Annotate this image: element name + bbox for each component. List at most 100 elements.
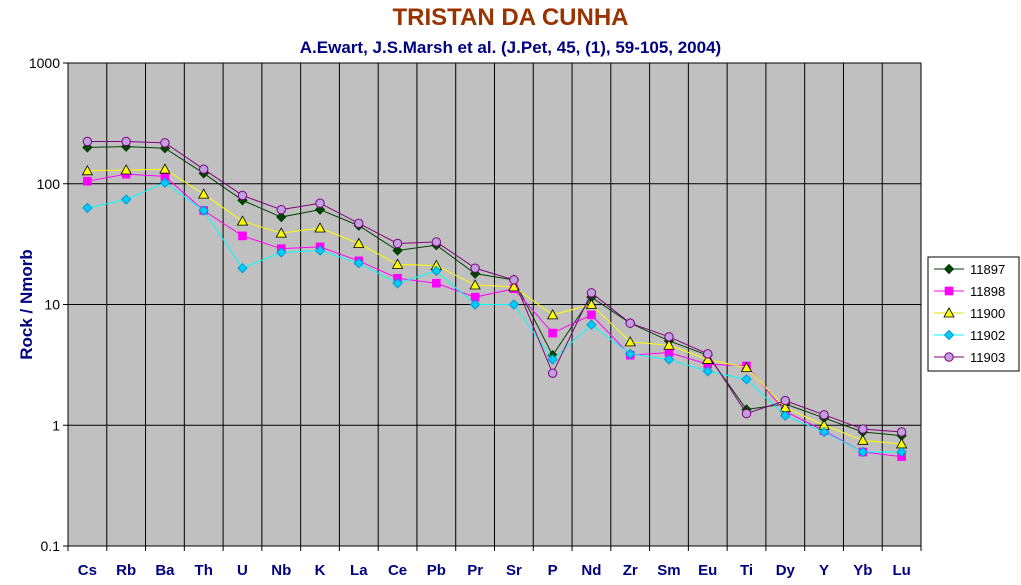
data-point	[896, 427, 907, 437]
data-point	[276, 247, 287, 258]
data-point	[703, 349, 713, 359]
data-point	[547, 368, 558, 378]
y-tick-label: 1	[52, 417, 60, 433]
data-point	[354, 218, 364, 229]
axis-layer: 0.1 1 10 100 1000 Cs Rb Ba Th U Nb K La Ce Pb Pr Sr P Nd Zr…	[29, 55, 922, 579]
chart-title: TRISTAN DA CUNHA	[392, 4, 629, 31]
x-tick-label: Ti	[740, 562, 753, 579]
x-tick-label: Lu	[892, 562, 910, 579]
data-point	[509, 275, 519, 285]
data-point	[82, 136, 93, 147]
data-point	[314, 204, 326, 215]
data-point	[159, 177, 171, 188]
chart-subtitle: A.Ewart, J.S.Marsh et al. (J.Pet, 45, (1…	[299, 38, 722, 57]
x-tick-label: Dy	[776, 562, 796, 579]
y-axis-label: Rock / Nmorb	[17, 249, 36, 360]
data-point	[199, 164, 209, 174]
x-tick-label: Pb	[427, 562, 446, 579]
data-point	[276, 204, 286, 215]
legend-item: 11897	[934, 262, 1005, 277]
data-point	[120, 194, 132, 205]
data-point	[819, 410, 829, 420]
data-point	[391, 258, 404, 269]
series-11900	[81, 163, 908, 449]
x-tick-label: P	[548, 562, 558, 579]
data-point	[198, 188, 210, 199]
legend-marker	[944, 286, 954, 296]
legend: 11897 11898 11900 11902 11903	[927, 256, 1020, 372]
data-point	[857, 434, 869, 445]
data-point	[818, 426, 830, 438]
legend-marker	[943, 329, 955, 341]
data-point	[740, 361, 753, 373]
legend-box	[927, 256, 1020, 372]
data-point	[780, 395, 790, 406]
data-point	[663, 354, 675, 365]
data-point	[431, 237, 442, 247]
legend-item: 11903	[934, 350, 1005, 365]
data-point	[237, 262, 248, 274]
data-point	[663, 339, 675, 350]
data-point	[624, 336, 636, 347]
grid-layer	[67, 62, 922, 547]
data-point	[198, 205, 209, 216]
legend-item: 11902	[934, 328, 1005, 343]
data-point	[82, 202, 93, 214]
legend-label: 11902	[970, 328, 1005, 343]
data-point	[237, 190, 248, 201]
series-line	[87, 173, 902, 458]
data-point	[857, 446, 869, 458]
data-point	[896, 446, 907, 458]
data-point	[159, 163, 171, 174]
data-point	[431, 265, 442, 277]
data-point	[470, 263, 480, 273]
x-tick-label: Yb	[853, 562, 872, 579]
data-point	[392, 245, 403, 256]
data-point	[625, 318, 635, 328]
y-tick-label: 0.1	[41, 538, 61, 554]
y-tick-label: 100	[37, 176, 61, 192]
x-tick-label: Ba	[155, 562, 175, 579]
data-point	[585, 298, 598, 309]
series-line	[87, 182, 902, 453]
legend-marker	[943, 307, 955, 318]
data-point	[238, 231, 247, 241]
x-tick-label: Sm	[657, 562, 680, 579]
data-point	[780, 410, 791, 421]
data-point	[741, 374, 752, 385]
x-tick-label: Pr	[467, 562, 483, 579]
legend-marker	[943, 263, 955, 275]
data-point	[741, 408, 752, 419]
data-point	[586, 319, 597, 330]
series-11902	[82, 177, 907, 458]
data-point	[392, 238, 403, 249]
data-point	[702, 366, 713, 377]
data-point	[83, 176, 92, 186]
data-point	[353, 257, 365, 269]
x-tick-label: Sr	[506, 562, 522, 579]
data-point	[392, 278, 403, 289]
data-point	[624, 348, 636, 360]
data-point	[432, 278, 441, 288]
x-tick-label: K	[315, 562, 326, 579]
data-point	[353, 237, 365, 248]
series-11903	[82, 136, 907, 437]
data-point	[121, 136, 131, 147]
data-point	[586, 288, 597, 298]
legend-label: 11898	[970, 284, 1005, 299]
data-point	[315, 198, 325, 208]
data-point	[469, 299, 481, 310]
y-tick-label: 10	[44, 297, 60, 313]
x-tick-label: Cs	[78, 562, 97, 579]
y-tick-label: 1000	[29, 55, 60, 71]
x-tick-label: Y	[819, 562, 829, 579]
data-point	[546, 309, 559, 320]
data-point	[236, 215, 249, 226]
x-tick-label: Ce	[388, 562, 407, 579]
x-tick-label: Nd	[581, 562, 601, 579]
data-point	[547, 354, 558, 365]
x-tick-label: La	[350, 562, 368, 579]
data-point	[120, 164, 132, 175]
x-tick-label: Eu	[698, 562, 717, 579]
x-tick-label: Rb	[116, 562, 136, 579]
